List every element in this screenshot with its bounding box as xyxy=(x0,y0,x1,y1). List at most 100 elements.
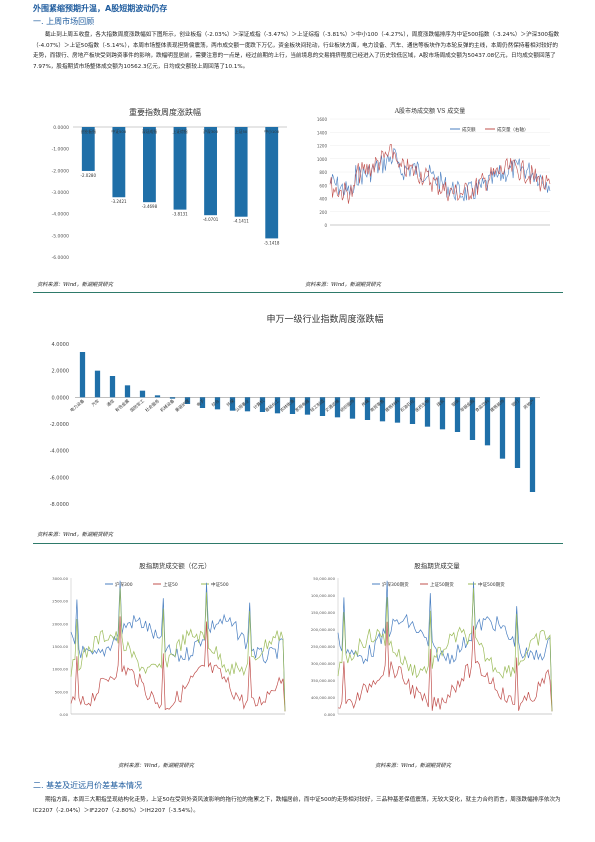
bar xyxy=(79,352,86,398)
y-tick-label: 350,000.000 xyxy=(311,678,336,683)
bar xyxy=(112,127,126,198)
y-tick-label: 500.00 xyxy=(55,689,69,694)
y-tick-label: 0 xyxy=(324,223,327,228)
bar xyxy=(139,390,146,398)
bar xyxy=(364,397,371,420)
bar xyxy=(409,397,416,424)
y-tick-label: 50,000.000 xyxy=(313,576,335,581)
category-label: 深证成指 xyxy=(142,129,157,134)
legend-label: 上证50期货 xyxy=(430,581,454,588)
bar xyxy=(439,397,446,430)
bar xyxy=(81,127,95,171)
category-label: 创业板指 xyxy=(81,129,96,134)
y-tick-label: 2500.00 xyxy=(52,599,68,604)
y-tick-label: 4.0000 xyxy=(52,342,70,348)
bar xyxy=(204,127,217,216)
sw-industry-chart: 申万一级行业指数周度涨跌幅 4.0000 2.0000 0.0000 -2.0000 -4… xyxy=(35,300,560,522)
category-label: 沪深300 xyxy=(203,129,218,134)
bar xyxy=(274,397,281,414)
y-tick-label: 300,000.000 xyxy=(311,661,336,666)
y-tick-label: 2.0000 xyxy=(52,369,70,375)
bar xyxy=(319,397,326,416)
legend-label: 中证500 xyxy=(211,581,229,588)
bar xyxy=(454,397,461,432)
bar xyxy=(154,395,161,398)
category-label: 传媒 xyxy=(360,397,372,408)
bar xyxy=(169,397,176,399)
bar xyxy=(214,397,221,410)
chart-title: 申万一级行业指数周度涨跌幅 xyxy=(266,313,383,325)
category-label: 中证500 xyxy=(111,129,126,134)
data-label: -5.1418 xyxy=(264,240,280,245)
legend-label: 中证500期货 xyxy=(478,581,505,588)
chart1-source: 资料来源：Wind，新湖期货研究 xyxy=(37,282,113,288)
y-tick-label: 1400 xyxy=(317,130,328,135)
volume-line xyxy=(329,144,551,204)
series-line xyxy=(337,580,553,712)
sw-industry-svg: 申万一级行业指数周度涨跌幅 4.0000 2.0000 0.0000 -2.0000 -4… xyxy=(50,313,540,508)
data-label: -4.1411 xyxy=(233,219,249,224)
y-tick-label: 1000.00 xyxy=(52,667,68,672)
legend-label: 沪深300期货 xyxy=(382,581,409,588)
turnover-vs-volume-svg: A股市场成交额 VS 成交量 1600 1400 1200 1000 800 600 400 2… xyxy=(317,107,551,228)
y-tick-label: -4.0000 xyxy=(52,212,70,218)
chart3-source: 资料来源：Wind，新湖期货研究 xyxy=(37,532,113,538)
category-label: 通信 xyxy=(105,398,116,409)
chart-title: A股市场成交额 VS 成交量 xyxy=(394,107,466,115)
category-label: 环保 xyxy=(225,397,237,408)
bar xyxy=(109,376,116,398)
bar xyxy=(94,370,101,398)
divider xyxy=(33,543,563,544)
bar xyxy=(184,397,191,404)
divider xyxy=(33,292,563,293)
futures-volume-chart: 股指期货成交量 0.000 400,000.000 350,000.000 300,00… xyxy=(302,548,562,763)
legend-label: 上证50 xyxy=(163,581,178,588)
bar xyxy=(499,397,506,459)
category-label: 机械设备 xyxy=(158,397,176,414)
y-tick-label: 600 xyxy=(319,183,327,188)
series-line xyxy=(70,588,286,712)
y-tick-label: -6.0000 xyxy=(50,475,69,481)
data-label: -3.8131 xyxy=(172,212,188,217)
bar xyxy=(124,385,131,398)
data-label: -2.0280 xyxy=(81,173,97,178)
bar xyxy=(289,397,296,414)
y-tick-label: -6.0000 xyxy=(52,255,70,261)
bar xyxy=(334,397,341,418)
y-tick-label: 0.0000 xyxy=(53,125,69,131)
y-tick-label: 1000 xyxy=(317,157,328,162)
bar xyxy=(394,397,401,423)
index-weekly-change-svg: 重要指数周度涨跌幅 0.0000 -1.0000 -2.0000 -3.0000 -4.0… xyxy=(52,107,287,261)
paragraph-1: 截止到上周五收盘，各大指数周度涨跌幅如下图所示，创业板指（-2.03%）＞深证成… xyxy=(33,32,560,70)
chart4-source: 资料来源：Wind，新湖期货研究 xyxy=(118,763,194,769)
chart-title: 股指期货成交额（亿元） xyxy=(139,561,211,570)
y-tick-label: 1600 xyxy=(317,117,328,122)
legend-label-volume: 成交量（右轴） xyxy=(497,126,529,133)
y-tick-label: 250,000.000 xyxy=(311,644,336,649)
category-label: 汽车 xyxy=(90,398,101,409)
category-label: 钢铁 xyxy=(450,397,462,408)
y-tick-label: -2.0000 xyxy=(50,422,69,428)
legend-label-turnover: 成交额 xyxy=(462,126,476,133)
bar xyxy=(484,397,491,446)
y-tick-label: 200 xyxy=(319,210,327,215)
bar xyxy=(199,397,206,408)
y-tick-label: 2000.00 xyxy=(52,621,68,626)
bar xyxy=(349,397,356,419)
y-tick-label: 800 xyxy=(319,170,327,175)
category-label: 国防军工 xyxy=(128,398,145,414)
legend-label: 沪深300 xyxy=(115,581,133,588)
bar xyxy=(229,397,236,411)
y-tick-label: -4.0000 xyxy=(50,449,69,455)
category-label: 有色金属 xyxy=(113,398,130,414)
y-tick-label: -1.0000 xyxy=(52,147,70,153)
category-label: 社会服务 xyxy=(143,397,161,414)
data-label: -4.0701 xyxy=(203,217,219,222)
section-title-2: 二. 基差及近远月价差基本情况 xyxy=(33,781,143,790)
bar xyxy=(244,397,251,412)
y-tick-label: 0.0000 xyxy=(52,395,70,401)
category-label: 银行 xyxy=(510,398,521,409)
chart-title: 股指期货成交量 xyxy=(414,561,460,570)
turnover-vs-volume-chart: A股市场成交额 VS 成交量 1600 1400 1200 1000 800 600 400 2… xyxy=(300,97,560,277)
series-line xyxy=(70,616,286,712)
